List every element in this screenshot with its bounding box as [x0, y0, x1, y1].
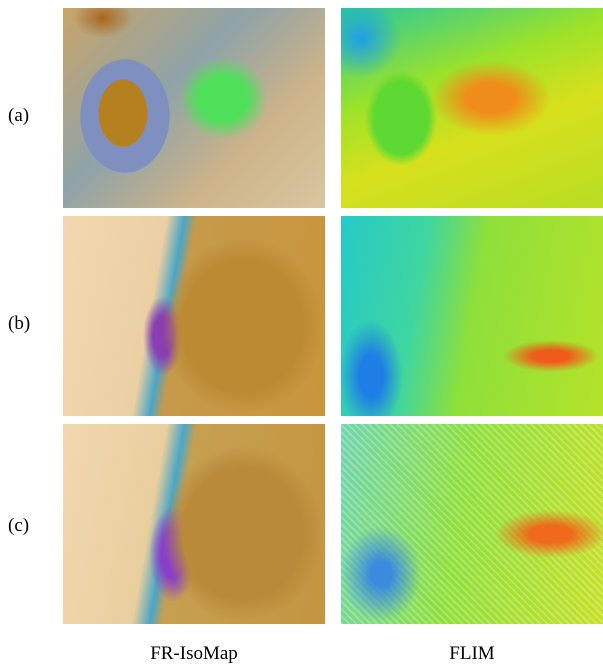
column-caption: FLIM	[341, 643, 603, 665]
isomap-image	[63, 216, 325, 416]
column-caption: FR-IsoMap	[63, 643, 325, 665]
isomap-image	[63, 424, 325, 624]
flim-image	[341, 8, 603, 208]
row-label: (c)	[8, 515, 29, 537]
row-label: (a)	[8, 105, 29, 127]
flim-image	[341, 216, 603, 416]
row-label: (b)	[8, 313, 30, 335]
flim-image	[341, 424, 603, 624]
isomap-image	[63, 8, 325, 208]
figure: {"figure": {"rows": [{"label": "(a)"}, {…	[0, 0, 603, 669]
